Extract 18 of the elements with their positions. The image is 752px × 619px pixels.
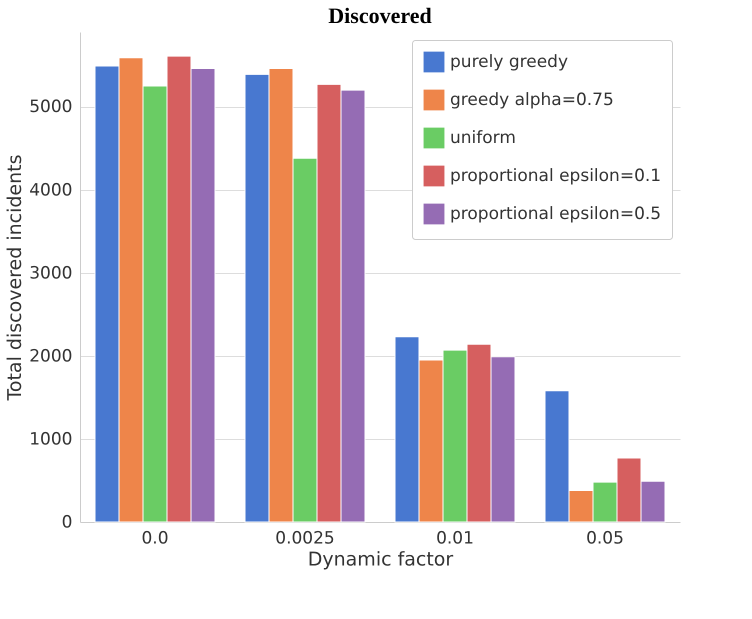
- legend-label: greedy alpha=0.75: [450, 90, 614, 110]
- x-tick-label: 0.01: [436, 528, 474, 548]
- y-tick-label: 0: [62, 512, 72, 532]
- legend-label: purely greedy: [450, 52, 568, 72]
- x-tick-label: 0.0: [141, 528, 169, 548]
- x-axis-title: Dynamic factor: [308, 548, 454, 570]
- y-tick-label: 2000: [29, 346, 72, 366]
- x-tick-label: 0.0025: [275, 528, 335, 548]
- legend-label: uniform: [450, 128, 516, 148]
- y-tick-label: 1000: [29, 429, 72, 450]
- x-tick-label: 0.05: [586, 528, 624, 548]
- legend-label: proportional epsilon=0.5: [450, 204, 662, 224]
- y-tick-label: 5000: [29, 97, 72, 118]
- y-tick-label: 4000: [29, 180, 72, 200]
- y-tick-label: 3000: [29, 263, 72, 284]
- chart-title: Discovered: [328, 3, 432, 28]
- y-axis-title: Total discovered incidents: [4, 154, 26, 402]
- legend-label: proportional epsilon=0.1: [450, 166, 662, 186]
